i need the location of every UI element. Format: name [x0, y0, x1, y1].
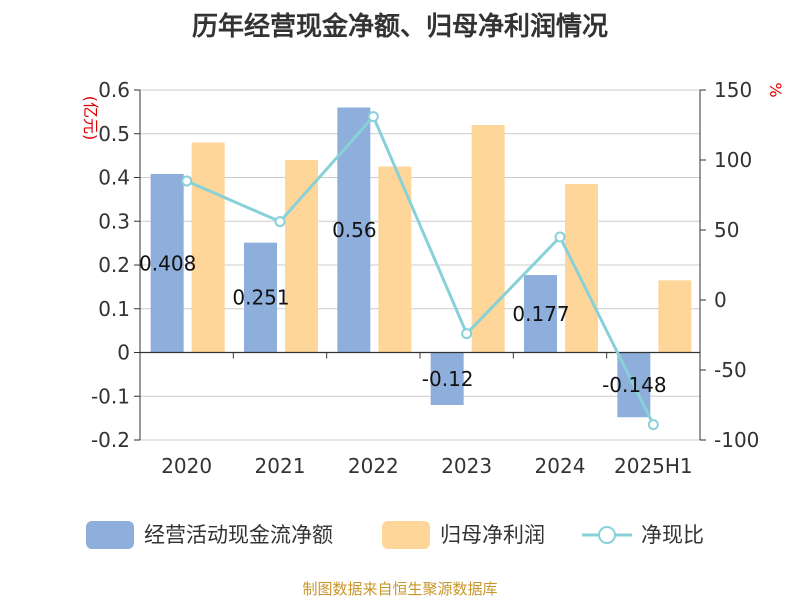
left-tick-label: -0.1 [91, 384, 130, 408]
left-tick-label: 0.3 [98, 209, 130, 233]
cash-flow-value-label: 0.177 [512, 302, 569, 326]
left-tick-label: 0.4 [98, 166, 130, 190]
cash-flow-value-label: 0.251 [232, 286, 289, 310]
category-label: 2025H1 [614, 454, 693, 478]
left-tick-label: 0.1 [98, 297, 130, 321]
left-tick-label: 0.5 [98, 122, 130, 146]
left-tick-label: 0.2 [98, 253, 130, 277]
ratio-line-layer [181, 111, 659, 431]
right-tick-label: -100 [714, 428, 759, 452]
left-axis-unit: (亿元) [81, 96, 100, 141]
ratio-point [274, 216, 286, 228]
legend: 经营活动现金流净额 归母净利润 净现比 [86, 521, 704, 549]
legend-label-ratio: 净现比 [641, 523, 704, 547]
left-tick-label: -0.2 [91, 428, 130, 452]
cash-flow-value-label: -0.148 [602, 373, 666, 397]
category-label: 2020 [161, 454, 212, 478]
legend-swatch-ratio-marker [598, 526, 616, 544]
cash-flow-bar [244, 242, 277, 353]
left-tick-label: 0.6 [98, 78, 130, 102]
right-axis-unit: % [766, 82, 785, 97]
net-profit-bar [285, 160, 318, 353]
source-note: 制图数据来自恒生聚源数据库 [302, 580, 498, 598]
ratio-point [181, 175, 193, 187]
cash-flow-value-label: 0.56 [332, 218, 377, 242]
axes: 0.6 0.5 0.4 0.3 0.2 0.1 0 -0.1 -0.2 150 100 50 0 -50 -… [81, 78, 785, 478]
net-profit-bar [471, 125, 505, 353]
category-label: 2022 [348, 454, 399, 478]
cash-flow-value-label: 0.408 [139, 251, 196, 275]
cash-flow-bar [524, 275, 557, 353]
category-label: 2024 [535, 454, 586, 478]
chart-title: 历年经营现金净额、归母净利润情况 [191, 12, 608, 42]
net-profit-bar [378, 166, 412, 353]
right-tick-label: 100 [714, 148, 752, 172]
ratio-point [461, 328, 473, 340]
right-tick-label: -50 [714, 358, 747, 382]
legend-label-cash-flow: 经营活动现金流净额 [144, 523, 333, 547]
ratio-point [647, 419, 659, 431]
right-tick-label: 0 [714, 288, 727, 312]
category-label: 2021 [255, 454, 306, 478]
right-tick-label: 150 [714, 78, 752, 102]
legend-swatch-cash-flow [86, 521, 134, 549]
net-profit-bar [191, 142, 225, 353]
right-tick-label: 50 [714, 218, 739, 242]
cash-flow-value-label: -0.12 [422, 367, 474, 391]
bar-layer [150, 107, 692, 418]
ratio-line [186, 113, 655, 426]
net-profit-bar [658, 280, 692, 353]
legend-swatch-net-profit [382, 521, 430, 549]
ratio-point [554, 231, 566, 243]
cash-flow-bar [150, 174, 184, 353]
net-profit-bar [565, 184, 598, 353]
left-tick-label: 0 [117, 341, 130, 365]
category-label: 2023 [441, 454, 492, 478]
data-labels: 0.408 0.251 0.56 -0.12 0.177 -0.148 [139, 218, 667, 397]
cash-flow-bar [337, 107, 371, 353]
cash-flow-bar [430, 352, 464, 405]
legend-label-net-profit: 归母净利润 [440, 523, 545, 547]
ratio-point [367, 111, 379, 123]
